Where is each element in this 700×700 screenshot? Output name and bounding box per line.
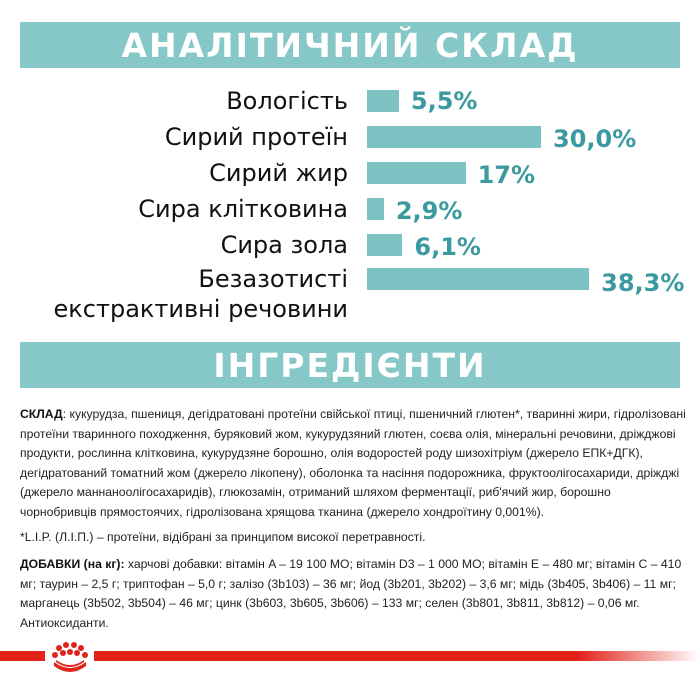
ingredients-header: ІНГРЕДІЄНТИ	[20, 342, 680, 388]
row-bar	[367, 234, 403, 256]
row-label: Сира зола	[220, 231, 348, 259]
row-bar	[367, 268, 590, 290]
row-label: Безазотисті	[198, 265, 348, 293]
composition-body: : кукурудза, пшениця, дегідратовані прот…	[20, 407, 686, 519]
row-value: 6,1%	[414, 233, 481, 261]
analysis-header: АНАЛІТИЧНИЙ СКЛАД	[20, 22, 680, 68]
footer-red-line	[94, 651, 700, 661]
row-label: Сирий жир	[209, 159, 348, 187]
row-label: Вологість	[226, 87, 348, 115]
composition-label: СКЛАД	[20, 407, 63, 421]
row-value: 2,9%	[395, 197, 463, 225]
row-label: Сирий протеїн	[164, 123, 348, 151]
row-label: Сира клітковина	[138, 195, 348, 223]
row-bar	[367, 162, 466, 184]
additives-text: ДОБАВКИ (на кг): харчові добавки: вітамі…	[20, 555, 690, 633]
composition-text: СКЛАД: кукурудза, пшениця, дегідратовані…	[20, 405, 690, 522]
row-value: 17%	[477, 161, 536, 189]
additives-body: харчові добавки: вітамін A – 19 100 МО; …	[20, 557, 682, 630]
row-value: 38,3%	[601, 269, 685, 297]
row-bar	[367, 90, 399, 112]
row-bar	[367, 126, 541, 148]
row-label-line2: екстрактивні речовини	[53, 295, 348, 323]
row-bar	[367, 198, 384, 220]
additives-label: ДОБАВКИ (на кг):	[20, 557, 125, 571]
royal-canin-crown-icon	[52, 642, 88, 672]
row-value: 30,0%	[553, 125, 637, 153]
footer-red-line	[0, 651, 45, 661]
footnote: *L.I.P. (Л.І.П.) – протеїни, відібрані з…	[20, 530, 426, 544]
row-value: 5,5%	[410, 87, 478, 115]
